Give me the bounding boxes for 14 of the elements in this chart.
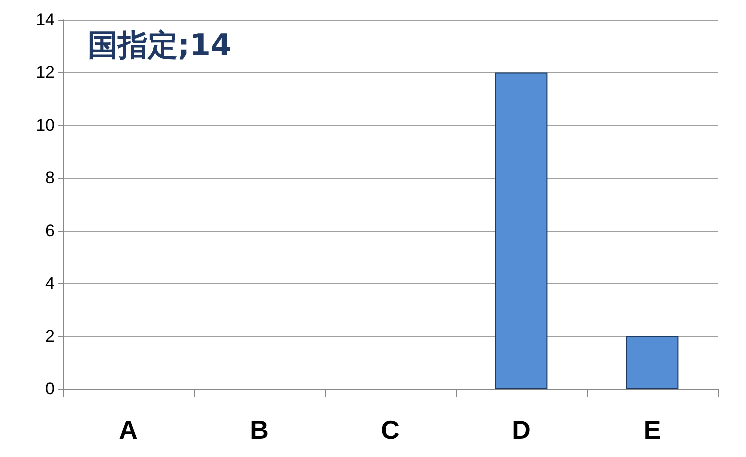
y-tick-label: 8 — [46, 168, 55, 188]
y-tick-label: 12 — [36, 63, 55, 82]
y-tick-label: 6 — [46, 221, 55, 240]
x-tick-label: C — [381, 415, 400, 445]
y-tick-label: 10 — [36, 116, 55, 135]
x-tick-label: B — [250, 415, 269, 445]
y-tick-label: 14 — [36, 10, 55, 30]
y-tick-label: 0 — [46, 380, 55, 398]
y-tick-label: 2 — [46, 326, 55, 346]
y-tick-label: 4 — [46, 274, 55, 294]
chart-title: 国指定;14 — [88, 28, 232, 64]
x-tick-label: E — [644, 415, 662, 445]
x-tick-label: A — [119, 415, 138, 445]
x-tick-label: D — [512, 415, 531, 445]
